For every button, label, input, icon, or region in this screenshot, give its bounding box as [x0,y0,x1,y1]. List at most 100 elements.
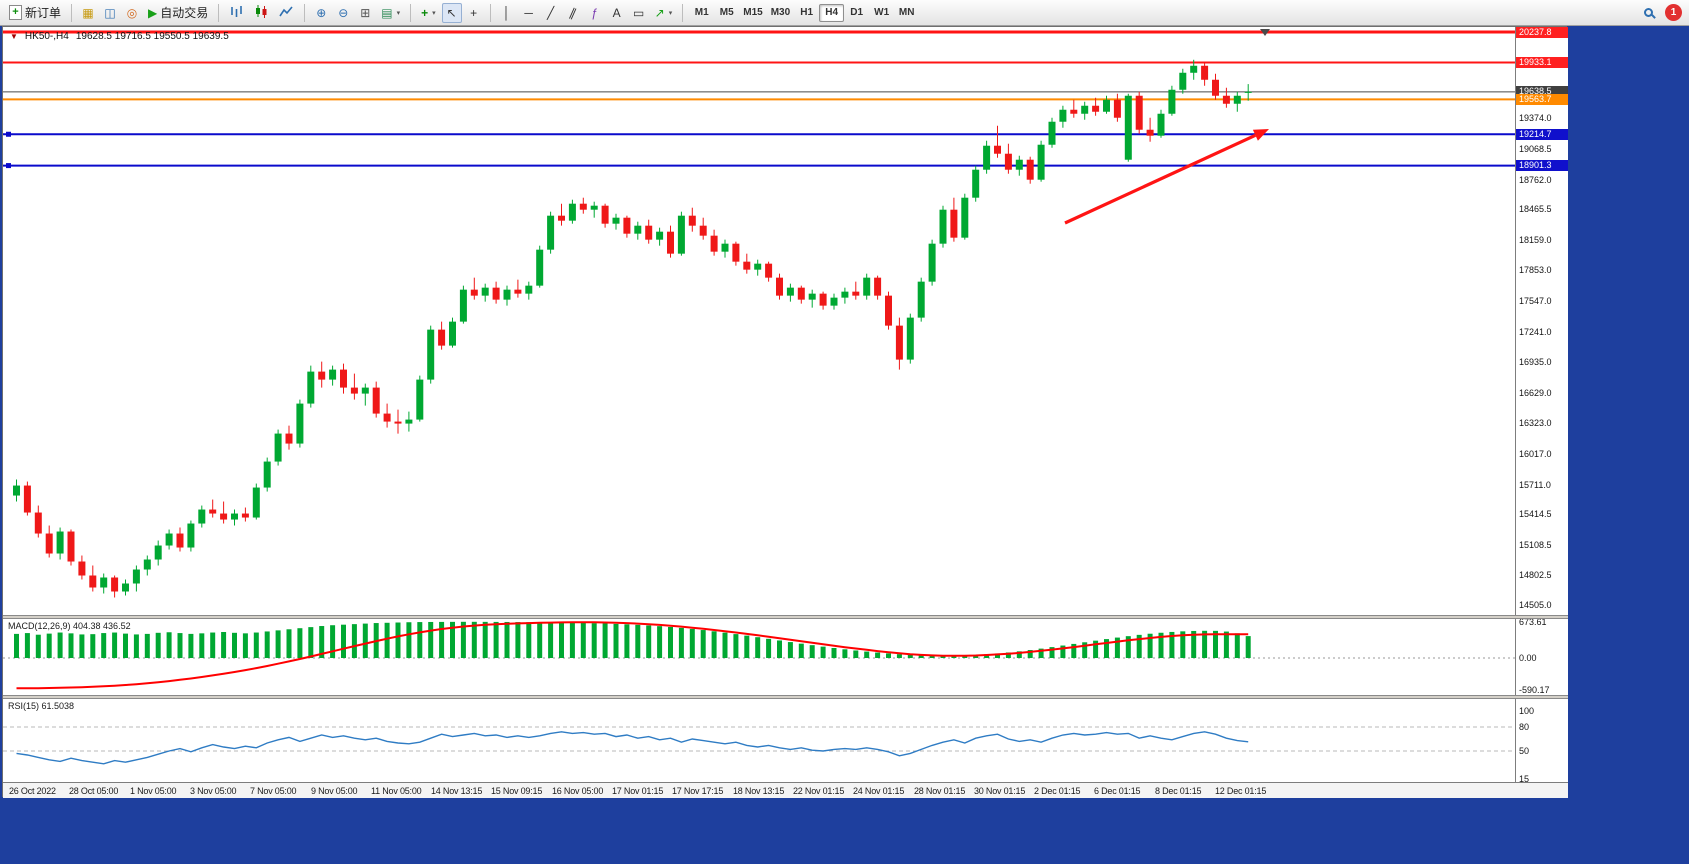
time-axis-label: 11 Nov 05:00 [371,786,422,796]
timeframe-h4[interactable]: H4 [819,3,845,22]
candle-body [470,289,478,296]
candle-body [1081,105,1089,114]
macd-histogram-bar [591,623,597,658]
candle-body [732,243,740,262]
auto-trading-button[interactable]: ▶ 自动交易 [144,3,212,23]
macd-histogram-bar [689,628,695,658]
horizontal-line-button[interactable]: ─ [519,3,539,23]
chart-canvas[interactable] [3,27,1568,798]
trend-arrow[interactable] [1064,129,1269,225]
time-axis-label: 6 Dec 01:15 [1094,786,1141,796]
candle-body [427,329,435,380]
candle-body [994,145,1001,154]
macd-histogram-bar [842,649,848,658]
fibonacci-icon: ƒ [591,5,598,20]
toolbar-separator [682,3,684,22]
time-axis[interactable]: 26 Oct 2022 28 Oct 05:00 1 Nov 05:00 3 Nov … [3,782,1568,798]
rsi-axis-label: 15 [1519,774,1530,784]
candle-body [1146,129,1154,136]
text-button[interactable]: A [607,3,627,23]
price-axis[interactable] [1515,27,1568,798]
timeframe-d1[interactable]: D1 [850,7,864,18]
candle-body [841,291,849,298]
tile-windows-button[interactable]: ⊞ [355,3,375,23]
timeframe-h1[interactable]: H1 [800,7,814,18]
toolbar-separator [304,3,306,22]
autotrading-play-icon: ▶ [148,5,158,20]
bar-chart-button[interactable] [225,3,248,23]
crosshair-button[interactable]: + [464,3,484,23]
macd-histogram-bar [417,622,423,658]
chart-dropdown-icon[interactable]: ▼ [10,32,18,41]
cursor-icon: ↖ [446,5,457,20]
timeframe-m1[interactable]: M1 [694,7,709,18]
rsi-axis-label: 100 [1519,706,1535,716]
candle-body [438,329,446,346]
cursor-button[interactable]: ↖ [441,2,462,23]
macd-signal-line [16,621,1249,690]
notification-badge[interactable]: 1 [1665,4,1682,21]
macd-histogram-bar [450,621,455,658]
data-window-button[interactable]: ◫ [100,3,120,23]
chart-shift-marker[interactable] [1260,29,1270,36]
panel-splitter[interactable] [3,695,1568,699]
candle-body [503,289,511,300]
candle-body [187,523,195,548]
macd-histogram-bar [1060,645,1066,658]
candle-body [132,569,140,584]
market-watch-button[interactable]: ▦ [78,3,98,23]
channel-button[interactable]: ∥ [563,3,583,23]
macd-histogram-bar [1191,630,1197,658]
macd-histogram-bar [221,631,227,658]
macd-histogram-bar [624,624,630,658]
new-chart-button[interactable]: ▤ ▾ [377,3,404,23]
macd-histogram-bar [602,623,608,658]
fibonacci-button[interactable]: ƒ [585,3,605,23]
macd-histogram-bar [929,655,935,658]
chart-window[interactable]: 26 Oct 2022 28 Oct 05:00 1 Nov 05:00 3 Nov … [2,26,1568,798]
trendline-button[interactable]: ╱ [541,3,561,23]
label-button[interactable]: ▭ [629,3,649,23]
time-axis-label: 30 Nov 01:15 [974,786,1026,796]
toolbar-separator [218,3,220,22]
rsi-indicator-label: RSI(15) 61.5038 [8,701,75,711]
macd-histogram-bar [896,654,902,658]
macd-histogram-bar [123,633,128,658]
arrows-button[interactable]: ↗ ▾ [651,3,677,23]
candle-body [797,287,805,300]
time-axis-label: 18 Nov 13:15 [733,786,785,796]
panel-splitter[interactable] [3,615,1568,619]
timeframe-mn[interactable]: MN [898,7,915,18]
candle-body [1135,95,1143,130]
timeframe-m5[interactable]: M5 [719,7,734,18]
macd-histogram-bar [744,635,750,658]
search-button[interactable] [1640,3,1661,23]
chevron-down-icon: ▾ [668,9,673,17]
macd-histogram-bar [46,633,52,658]
vertical-line-button[interactable]: │ [497,3,517,23]
zoom-out-button[interactable]: ⊖ [333,3,353,23]
time-axis-label: 2 Dec 01:15 [1034,786,1081,796]
timeframe-m15[interactable]: M15 [743,7,763,18]
line-chart-button[interactable] [275,3,298,23]
candle-body [699,225,707,236]
candlestick-chart-button[interactable] [250,3,273,23]
timeframe-m30[interactable]: M30 [770,7,791,18]
indicators-button[interactable]: + ▾ [417,3,440,23]
macd-histogram-bar [1245,636,1251,658]
line-handle[interactable] [6,163,11,169]
new-order-button[interactable]: + 新订单 [5,3,65,23]
macd-histogram-bar [1049,647,1055,658]
zoom-in-button[interactable]: ⊕ [311,3,331,23]
candle-body [252,487,260,518]
candle-body [340,369,347,388]
macd-histogram-bar [341,624,346,658]
candle-body [1037,144,1045,180]
line-handle[interactable] [6,131,11,137]
timeframe-w1[interactable]: W1 [874,7,890,18]
candle-body [634,225,642,234]
candle-body [1026,159,1034,180]
alerts-button[interactable]: ◎ [122,3,142,23]
horizontal-line-icon: ─ [524,5,533,20]
macd-histogram-bar [286,629,292,658]
